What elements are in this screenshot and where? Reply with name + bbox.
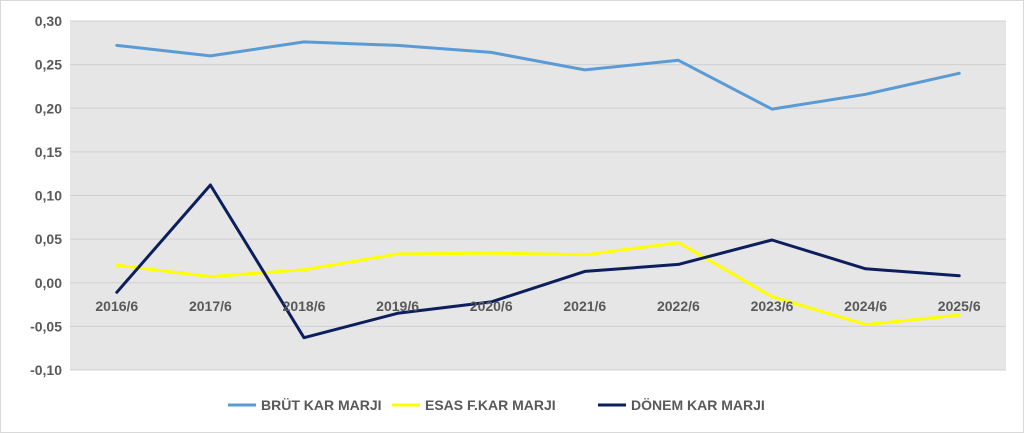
y-tick-label: 0,30 <box>35 13 62 29</box>
x-tick-label: 2021/6 <box>563 298 606 314</box>
x-tick-label: 2022/6 <box>657 298 700 314</box>
x-tick-label: 2025/6 <box>938 298 981 314</box>
gridlines <box>70 20 1006 371</box>
y-tick-label: 0,25 <box>35 57 62 73</box>
x-tick-label: 2020/6 <box>470 298 513 314</box>
series-line-2 <box>115 241 961 327</box>
x-tick-label: 2018/6 <box>283 298 326 314</box>
y-tick-label: -0,10 <box>30 362 62 378</box>
y-tick-label: 0,05 <box>35 231 62 247</box>
x-axis-tick-labels: 2016/6 2017/6 2018/6 2019/6 2020/6 2021/6 2022… <box>95 298 980 314</box>
y-tick-label: 0,10 <box>35 188 62 204</box>
y-axis-tick-labels: 0,30 0,25 0,20 0,15 0,10 0,05 0,00 -0,05 -0,10 <box>30 13 62 378</box>
legend: BRÜT KAR MARJI ESAS F.KAR MARJI DÖNEM KAR … <box>228 397 765 413</box>
series-line-3 <box>115 183 961 340</box>
legend-label: BRÜT KAR MARJI <box>261 397 382 413</box>
x-tick-label: 2023/6 <box>751 298 794 314</box>
x-tick-label: 2017/6 <box>189 298 232 314</box>
legend-label: ESAS F.KAR MARJI <box>425 397 556 413</box>
y-tick-label: 0,20 <box>35 100 62 116</box>
y-tick-label: 0,00 <box>35 275 62 291</box>
series-line-1 <box>115 40 961 111</box>
y-tick-label: -0,05 <box>30 318 62 334</box>
x-tick-label: 2019/6 <box>376 298 419 314</box>
x-tick-label: 2024/6 <box>844 298 887 314</box>
y-tick-label: 0,15 <box>35 144 62 160</box>
x-tick-label: 2016/6 <box>95 298 138 314</box>
legend-label: DÖNEM KAR MARJI <box>631 397 765 413</box>
series-lines <box>115 40 961 340</box>
